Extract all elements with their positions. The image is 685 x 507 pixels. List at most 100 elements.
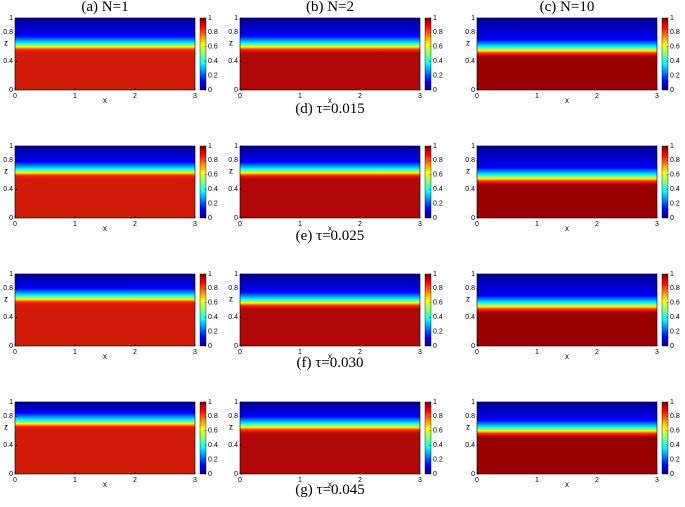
colorbar-tick-label: 0 — [670, 87, 674, 94]
x-tick-label: 3 — [193, 349, 197, 356]
x-tick-label: 2 — [133, 477, 137, 484]
colorbar-tick-label: 0.2 — [208, 456, 218, 463]
y-tick-label: 1 — [9, 271, 13, 278]
colorbar-tick-label: 0.4 — [433, 314, 443, 321]
colorbar-tick-label: 1 — [670, 15, 674, 22]
y-axis-label: z — [4, 166, 8, 175]
row-caption: (g) τ=0.045 — [295, 482, 364, 498]
colorbar — [199, 145, 207, 219]
x-tick-label: 1 — [73, 349, 77, 356]
y-tick-label: 0 — [9, 87, 13, 94]
colorbar-tick-label: 0 — [433, 87, 437, 94]
y-axis-label: z — [229, 294, 233, 303]
x-axis-label: x — [565, 224, 569, 233]
y-tick-label: 0 — [9, 215, 13, 222]
y-tick-label: 1 — [471, 271, 475, 278]
colorbar — [661, 273, 669, 347]
y-tick-label: 0 — [234, 87, 238, 94]
colorbar-tick-label: 0.8 — [433, 285, 443, 292]
y-tick-label: 0 — [234, 215, 238, 222]
heatmap — [14, 273, 196, 347]
y-tick-label: 0 — [471, 87, 475, 94]
x-tick-label: 2 — [133, 221, 137, 228]
colorbar — [661, 145, 669, 219]
y-axis-label: z — [229, 422, 233, 431]
y-tick-label: 0.4 — [228, 186, 238, 193]
heatmap — [14, 17, 196, 91]
y-axis-label: z — [466, 422, 470, 431]
y-tick-label: 0.4 — [228, 58, 238, 65]
colorbar-tick-label: 0.8 — [208, 285, 218, 292]
y-tick-label: 0.8 — [3, 413, 13, 420]
y-tick-label: 0 — [9, 471, 13, 478]
y-axis-label: z — [4, 38, 8, 47]
x-tick-label: 0 — [475, 477, 479, 484]
x-axis-label: x — [328, 224, 332, 233]
x-axis-label: x — [103, 96, 107, 105]
x-tick-label: 0 — [13, 477, 17, 484]
colorbar-tick-label: 0.4 — [208, 58, 218, 65]
colorbar-tick-label: 1 — [433, 15, 437, 22]
y-tick-label: 0.8 — [465, 157, 475, 164]
x-tick-label: 2 — [358, 477, 362, 484]
y-axis-label: z — [466, 38, 470, 47]
colorbar — [424, 145, 432, 219]
x-tick-label: 1 — [535, 477, 539, 484]
colorbar-tick-label: 0.6 — [208, 44, 218, 51]
y-tick-label: 0.8 — [228, 29, 238, 36]
y-tick-label: 0.4 — [3, 442, 13, 449]
heatmap — [14, 401, 196, 475]
colorbar-tick-label: 0.2 — [208, 200, 218, 207]
y-tick-label: 0.8 — [465, 29, 475, 36]
heatmap — [476, 401, 658, 475]
y-tick-label: 0 — [234, 343, 238, 350]
x-tick-label: 0 — [475, 221, 479, 228]
y-tick-label: 0.8 — [3, 157, 13, 164]
x-tick-label: 3 — [193, 93, 197, 100]
colorbar-tick-label: 0.4 — [670, 186, 680, 193]
colorbar — [424, 17, 432, 91]
y-tick-label: 0.4 — [228, 314, 238, 321]
y-axis-label: z — [229, 166, 233, 175]
x-tick-label: 3 — [418, 221, 422, 228]
colorbar-tick-label: 0.6 — [670, 44, 680, 51]
x-tick-label: 2 — [595, 349, 599, 356]
x-tick-label: 2 — [358, 93, 362, 100]
colorbar-tick-label: 0.6 — [433, 172, 443, 179]
heatmap — [476, 17, 658, 91]
y-tick-label: 0.8 — [465, 413, 475, 420]
heatmap — [476, 145, 658, 219]
colorbar — [199, 401, 207, 475]
x-tick-label: 2 — [595, 477, 599, 484]
colorbar-tick-label: 0.4 — [208, 442, 218, 449]
colorbar-tick-label: 1 — [208, 15, 212, 22]
x-tick-label: 1 — [73, 221, 77, 228]
colorbar-tick-label: 1 — [208, 399, 212, 406]
colorbar-tick-label: 0.8 — [208, 157, 218, 164]
colorbar-tick-label: 0.8 — [670, 157, 680, 164]
colorbar-tick-label: 0 — [208, 87, 212, 94]
x-tick-label: 2 — [133, 349, 137, 356]
x-tick-label: 0 — [238, 221, 242, 228]
y-tick-label: 0.4 — [465, 186, 475, 193]
x-tick-label: 1 — [73, 93, 77, 100]
colorbar-tick-label: 0.2 — [670, 456, 680, 463]
colorbar-tick-label: 1 — [670, 143, 674, 150]
colorbar-tick-label: 0 — [433, 471, 437, 478]
colorbar-tick-label: 0 — [670, 215, 674, 222]
y-tick-label: 1 — [471, 399, 475, 406]
colorbar-tick-label: 0 — [670, 343, 674, 350]
colorbar-tick-label: 0.8 — [208, 29, 218, 36]
x-tick-label: 0 — [238, 477, 242, 484]
row-caption: (e) τ=0.025 — [296, 228, 365, 244]
y-axis-label: z — [466, 166, 470, 175]
y-tick-label: 1 — [9, 143, 13, 150]
x-tick-label: 3 — [655, 349, 659, 356]
row-caption: (d) τ=0.015 — [295, 101, 364, 117]
y-tick-label: 0.8 — [228, 157, 238, 164]
y-tick-label: 1 — [234, 143, 238, 150]
row-caption: (f) τ=0.030 — [297, 355, 364, 371]
colorbar-tick-label: 0.2 — [670, 200, 680, 207]
x-axis-label: x — [103, 352, 107, 361]
x-axis-label: x — [103, 480, 107, 489]
